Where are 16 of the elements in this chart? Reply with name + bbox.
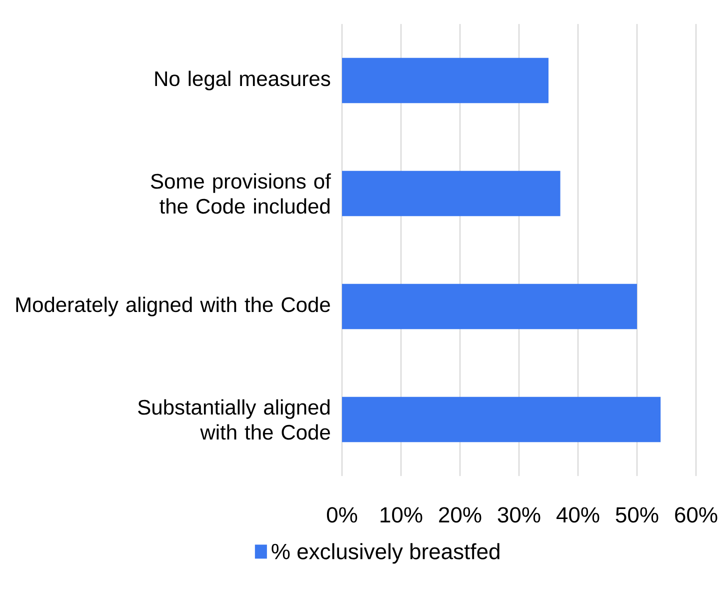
x-tick-label: 40%	[556, 507, 600, 523]
x-tick-label: 50%	[616, 507, 658, 523]
legend-label: % exclusively breastfed	[272, 543, 500, 564]
x-tick-label: 0%	[326, 507, 358, 523]
bar	[342, 396, 661, 442]
x-tick-label: 20%	[439, 507, 482, 523]
y-tick-label: Substantially aligned with the Code	[138, 399, 330, 440]
x-tick-label: 60%	[675, 507, 718, 523]
x-tick-label: 30%	[498, 507, 540, 523]
bar	[342, 58, 549, 104]
bar	[342, 170, 560, 216]
bar	[342, 284, 638, 330]
y-tick-label: Moderately aligned with the Code	[16, 296, 330, 316]
y-tick-label: No legal measures	[155, 70, 330, 90]
y-tick-label: Some provisions of the Code included	[150, 173, 331, 214]
x-tick-label: 10%	[380, 507, 422, 523]
